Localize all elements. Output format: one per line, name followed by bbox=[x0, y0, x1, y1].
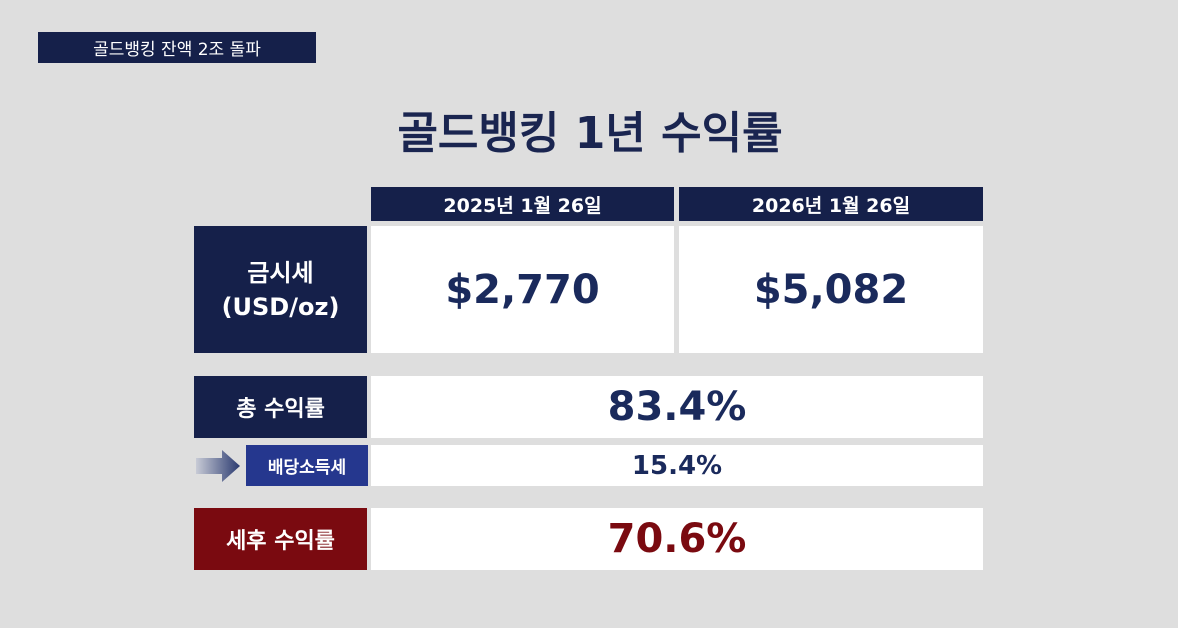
price-unit: (USD/oz) bbox=[221, 292, 340, 321]
row-label: 배당소득세 bbox=[246, 445, 368, 486]
title: 골드뱅킹 1년 수익률 bbox=[397, 108, 783, 159]
row-label: 세후 수익률 bbox=[194, 508, 367, 570]
row-label: 총 수익률 bbox=[194, 376, 367, 438]
news-tag: 골드뱅킹 잔액 2조 돌파 bbox=[38, 32, 316, 63]
after-tax-return-value: 70.6% bbox=[371, 508, 983, 570]
row-label: 금시세 (USD/oz) bbox=[194, 226, 367, 353]
price-value: $2,770 bbox=[371, 226, 674, 353]
price-value: $5,082 bbox=[679, 226, 983, 353]
column-header: 2025년 1월 26일 bbox=[371, 187, 674, 221]
arrow-icon bbox=[196, 450, 240, 482]
column-header: 2026년 1월 26일 bbox=[679, 187, 983, 221]
total-return-value: 83.4% bbox=[371, 376, 983, 438]
dividend-tax-value: 15.4% bbox=[371, 445, 983, 486]
price-label: 금시세 bbox=[247, 258, 314, 287]
